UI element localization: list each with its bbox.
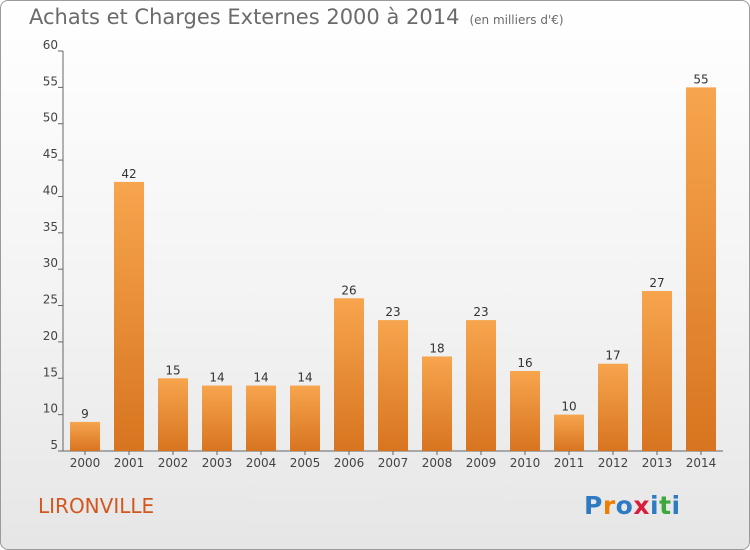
data-label: 14 (253, 371, 268, 385)
data-label: 14 (297, 371, 312, 385)
logo-letter: t (659, 491, 672, 520)
x-tick-label: 2013 (642, 456, 673, 470)
logo-letter: P (584, 491, 603, 520)
x-tick-label: 2002 (158, 456, 189, 470)
x-tick-label: 2001 (114, 456, 145, 470)
x-tick-label: 2000 (70, 456, 101, 470)
data-label: 26 (341, 283, 356, 297)
bar (466, 320, 496, 451)
bar (114, 181, 144, 451)
logo-letter: i (671, 491, 681, 520)
bar (422, 356, 452, 451)
y-tick-label: 60 (43, 38, 58, 52)
x-tick-label: 2008 (422, 456, 453, 470)
bar (642, 291, 672, 451)
bar (290, 385, 320, 451)
bar (334, 298, 364, 451)
data-label: 42 (121, 167, 136, 181)
data-label: 55 (693, 72, 708, 86)
bar (686, 87, 716, 451)
data-label: 23 (385, 305, 400, 319)
x-tick-label: 2003 (202, 456, 233, 470)
bar (202, 385, 232, 451)
data-label: 18 (429, 341, 444, 355)
data-label: 23 (473, 305, 488, 319)
data-label: 9 (81, 407, 89, 421)
y-tick-label: 40 (43, 183, 58, 197)
chart-subtitle: (en milliers d'€) (469, 13, 564, 27)
y-tick-label: 10 (43, 402, 58, 416)
bar (158, 378, 188, 451)
data-label: 17 (605, 349, 620, 363)
x-tick-label: 2004 (246, 456, 277, 470)
y-tick-label: 30 (43, 256, 58, 270)
bar (70, 421, 100, 451)
bar (510, 371, 540, 451)
y-tick-label: 45 (43, 147, 58, 161)
x-tick-label: 2011 (554, 456, 585, 470)
y-tick-label: 50 (43, 111, 58, 125)
bar (598, 363, 628, 451)
x-tick-label: 2006 (334, 456, 365, 470)
data-label: 10 (561, 400, 576, 414)
y-tick-label: 35 (43, 220, 58, 234)
x-tick-label: 2012 (598, 456, 629, 470)
city-name: LIRONVILLE (38, 494, 155, 518)
y-tick-label: 20 (43, 329, 58, 343)
bar (554, 414, 584, 451)
bar (246, 385, 276, 451)
proxiti-logo: Proxiti (584, 491, 681, 520)
x-tick-label: 2014 (686, 456, 717, 470)
x-tick-label: 2009 (466, 456, 497, 470)
logo-letter: r (602, 491, 616, 520)
data-label: 16 (517, 356, 532, 370)
title-text: Achats et Charges Externes 2000 à 2014 (29, 5, 460, 29)
bar (378, 320, 408, 451)
x-tick-label: 2005 (290, 456, 321, 470)
data-label: 14 (209, 371, 224, 385)
data-label: 27 (649, 276, 664, 290)
x-tick-label: 2010 (510, 456, 541, 470)
x-tick-label: 2007 (378, 456, 409, 470)
y-tick-label: 15 (43, 365, 58, 379)
data-label: 15 (165, 363, 180, 377)
logo-letter: x (633, 491, 650, 520)
y-tick-label: 5 (50, 438, 58, 452)
logo-letter: o (615, 491, 634, 520)
y-tick-label: 25 (43, 293, 58, 307)
chart-title: Achats et Charges Externes 2000 à 2014 (e… (29, 5, 564, 29)
y-tick-label: 55 (43, 74, 58, 88)
logo-letter: i (650, 491, 660, 520)
